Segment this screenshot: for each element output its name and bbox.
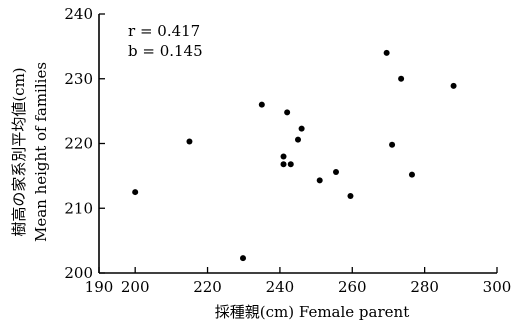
- y-axis-title-line1: 樹高の家系別平均値(cm): [10, 67, 28, 236]
- data-point: [287, 161, 294, 168]
- data-point: [298, 125, 305, 132]
- y-tick-label: 240: [64, 5, 93, 23]
- correlation-annotation: r = 0.417: [128, 22, 200, 40]
- data-point: [316, 177, 323, 184]
- data-point: [398, 75, 405, 82]
- y-tick-label: 200: [64, 264, 93, 282]
- data-point: [132, 189, 139, 196]
- data-point: [186, 138, 193, 145]
- data-point: [347, 192, 354, 199]
- data-point: [280, 161, 287, 168]
- data-point: [332, 168, 339, 175]
- data-point: [295, 136, 301, 143]
- x-tick-label: 200: [121, 278, 150, 296]
- y-tick-label: 230: [64, 70, 93, 88]
- x-tick-label: 260: [338, 278, 367, 296]
- y-tick-label: 220: [64, 135, 93, 153]
- y-axis-title-line2: Mean height of families: [32, 62, 50, 242]
- data-point: [280, 153, 287, 160]
- data-points: [132, 49, 457, 262]
- data-point: [383, 49, 390, 56]
- x-tick-label: 280: [410, 278, 439, 296]
- data-point: [258, 101, 265, 108]
- data-point: [408, 171, 415, 178]
- x-tick-label: 240: [266, 278, 295, 296]
- data-point: [389, 141, 396, 148]
- x-axis-title: 採種親(cm) Female parent: [215, 303, 409, 321]
- x-tick-label: 300: [483, 278, 512, 296]
- data-point: [450, 82, 457, 89]
- slope-annotation: b = 0.145: [128, 42, 203, 60]
- data-point: [284, 109, 291, 116]
- x-tick-label: 190: [85, 278, 114, 296]
- x-tick-label: 220: [193, 278, 222, 296]
- y-tick-label: 210: [64, 199, 93, 217]
- data-point: [240, 255, 247, 262]
